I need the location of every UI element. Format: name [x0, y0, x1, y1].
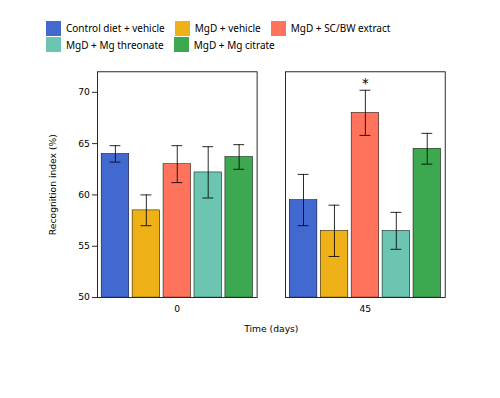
svg-text:55: 55 [78, 240, 90, 251]
html-text:MgD + Mg citrate: MgD + Mg citrate [193, 37, 275, 52]
svg-text:0: 0 [174, 303, 180, 314]
svg-text:70: 70 [78, 86, 90, 97]
html-text:MgD + Mg threonate: MgD + Mg threonate [66, 37, 164, 52]
html-text:MgD + SC/BW extract: MgD + SC/BW extract [290, 21, 391, 36]
svg-text:*: * [362, 76, 369, 91]
html-text:Control diet + vehicle: Control diet + vehicle [66, 21, 165, 36]
svg-text:45: 45 [360, 303, 372, 314]
svg-text:50: 50 [78, 291, 90, 302]
svg-text:60: 60 [78, 189, 90, 200]
svg-text:Time (days): Time (days) [243, 323, 298, 334]
svg-text:65: 65 [78, 138, 90, 149]
html-text:MgD + vehicle: MgD + vehicle [194, 21, 261, 36]
svg-text:Recognition index (%): Recognition index (%) [47, 134, 58, 235]
